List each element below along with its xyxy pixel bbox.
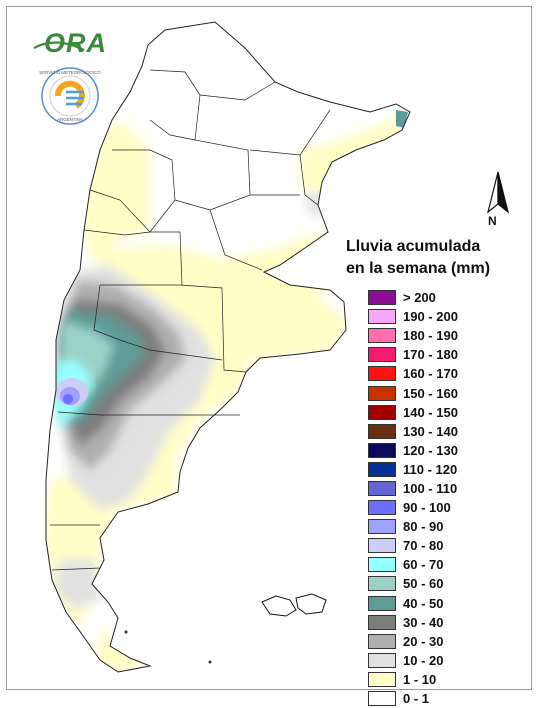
legend-swatch: [368, 595, 396, 611]
zone-90-100-core: [63, 394, 73, 404]
legend-item: 1 - 10: [368, 670, 518, 689]
smn-seal-icon: SERVICIO METEOROLÓGICO ARGENTINA: [33, 41, 101, 125]
legend-swatch: [368, 385, 396, 401]
legend-label: 170 - 180: [403, 347, 458, 363]
legend-label: 130 - 140: [403, 423, 458, 439]
legend-title-line1: Lluvia acumulada: [346, 238, 481, 255]
legend-label: 90 - 100: [403, 500, 451, 516]
legend-item: 20 - 30: [368, 632, 518, 651]
legend-swatch: [368, 480, 396, 496]
legend-item: 10 - 20: [368, 651, 518, 670]
legend-swatch: [368, 309, 396, 325]
legend: > 200 190 - 200 180 - 190 170 - 180 160 - 17…: [368, 288, 518, 708]
argentina-outline: [45, 21, 411, 673]
legend-swatch: [368, 423, 396, 439]
precipitation-field: [46, 110, 408, 672]
legend-item: 40 - 50: [368, 594, 518, 613]
legend-item: 30 - 40: [368, 613, 518, 632]
legend-item: 140 - 150: [368, 403, 518, 422]
legend-label: 30 - 40: [403, 614, 444, 630]
legend-swatch: [368, 404, 396, 420]
legend-swatch: [368, 347, 396, 363]
legend-label: 60 - 70: [403, 557, 444, 573]
legend-item: 90 - 100: [368, 498, 518, 517]
legend-label: > 200: [403, 290, 436, 306]
legend-label: 0 - 1: [403, 691, 430, 707]
legend-item: 190 - 200: [368, 307, 518, 326]
legend-item: 70 - 80: [368, 536, 518, 555]
legend-label: 40 - 50: [403, 595, 444, 611]
legend-label: 160 - 170: [403, 366, 458, 382]
svg-text:SERVICIO METEOROLÓGICO: SERVICIO METEOROLÓGICO: [39, 70, 101, 75]
legend-title-line2: en la semana (mm): [346, 260, 491, 277]
legend-swatch: [368, 557, 396, 573]
legend-swatch: [368, 633, 396, 649]
legend-swatch: [368, 614, 396, 630]
legend-item: 130 - 140: [368, 422, 518, 441]
island-dot: [208, 660, 212, 664]
legend-label: 1 - 10: [403, 671, 437, 687]
legend-swatch: [368, 576, 396, 592]
legend-item: 50 - 60: [368, 574, 518, 593]
legend-label: 10 - 20: [403, 652, 444, 668]
legend-swatch: [368, 442, 396, 458]
province-borders: [50, 69, 331, 571]
legend-item: 170 - 180: [368, 345, 518, 364]
logo: ORA SERVICIO METEOROLÓGICO ARGENTINA: [26, 28, 106, 128]
legend-label: 50 - 60: [403, 576, 444, 592]
legend-item: 100 - 110: [368, 479, 518, 498]
legend-item: 120 - 130: [368, 441, 518, 460]
north-letter: N: [488, 214, 497, 228]
legend-item: 150 - 160: [368, 383, 518, 402]
zone-10-20-south: [55, 560, 100, 610]
legend-title: Lluvia acumulada en la semana (mm): [346, 236, 526, 280]
legend-item: 80 - 90: [368, 517, 518, 536]
zone-1-10-tip: [95, 630, 150, 672]
legend-label: 110 - 120: [403, 461, 458, 477]
legend-swatch: [368, 538, 396, 554]
zone-misiones-40-50: [396, 110, 408, 128]
legend-item: 0 - 1: [368, 689, 518, 708]
legend-swatch: [368, 691, 396, 707]
legend-swatch: [368, 328, 396, 344]
malvinas-islands: [261, 593, 327, 617]
legend-swatch: [368, 652, 396, 668]
legend-label: 190 - 200: [403, 309, 458, 325]
legend-label: 100 - 110: [403, 480, 458, 496]
svg-text:ARGENTINA: ARGENTINA: [57, 117, 83, 122]
legend-swatch: [368, 461, 396, 477]
legend-label: 80 - 90: [403, 519, 444, 535]
legend-label: 120 - 130: [403, 442, 458, 458]
legend-item: 180 - 190: [368, 326, 518, 345]
legend-swatch: [368, 366, 396, 382]
legend-swatch: [368, 671, 396, 687]
legend-item: 60 - 70: [368, 555, 518, 574]
legend-swatch: [368, 500, 396, 516]
legend-item: 110 - 120: [368, 460, 518, 479]
north-arrow-icon: [486, 171, 510, 214]
legend-item: 160 - 170: [368, 364, 518, 383]
legend-label: 20 - 30: [403, 633, 444, 649]
legend-item: > 200: [368, 288, 518, 307]
legend-swatch: [368, 519, 396, 535]
legend-label: 180 - 190: [403, 328, 458, 344]
legend-label: 140 - 150: [403, 404, 458, 420]
legend-swatch: [368, 290, 396, 306]
island-dot: [124, 630, 128, 634]
legend-label: 70 - 80: [403, 538, 444, 554]
legend-label: 150 - 160: [403, 385, 458, 401]
